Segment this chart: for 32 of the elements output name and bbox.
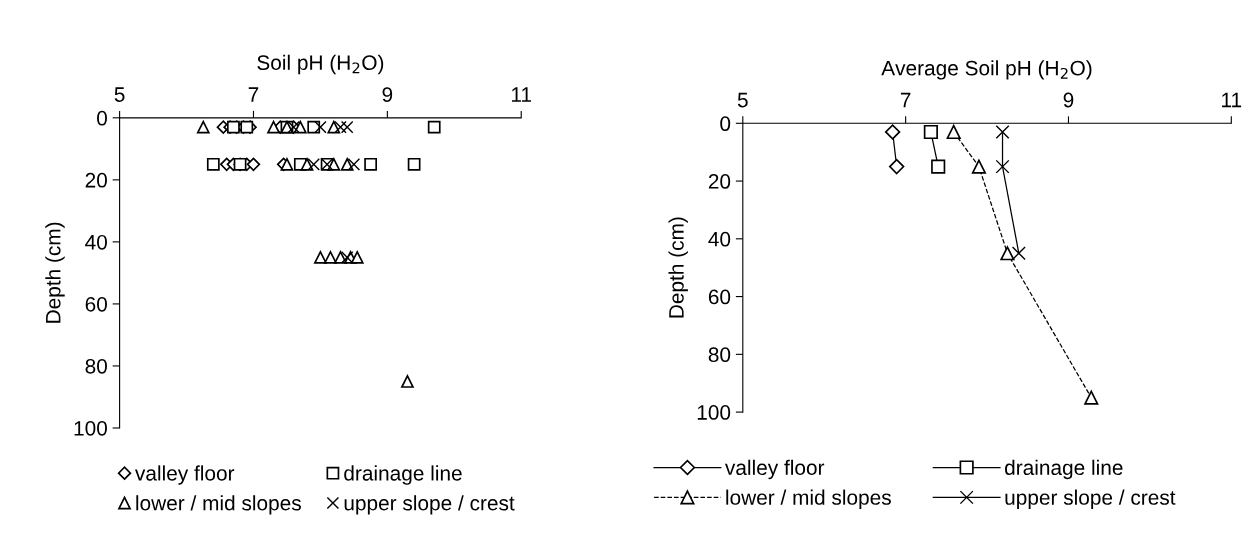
legend-label: valley floor [135,465,235,485]
y-tick-label: 80 [708,347,731,363]
x-tick-label: 11 [1222,92,1242,108]
legend-label: drainage line [1005,459,1123,480]
y-tick-label: 20 [85,172,107,188]
x-axis-title: Average Soil pH (H$_{2}$O) [881,60,1092,80]
x-tick-label: 5 [114,87,125,102]
y-tick-label: 60 [708,289,731,305]
legend-label: drainage line [344,465,462,485]
x-tick-label: 9 [1063,92,1074,108]
x-tick-label: 5 [737,92,748,108]
y-tick-label: 0 [720,116,731,132]
y-tick-label: 60 [85,296,107,312]
x-tick-label: 7 [900,92,911,108]
y-axis-title: Depth (cm) [668,217,688,318]
x-tick-label: 7 [248,87,259,102]
legend-label: upper slope / crest [1005,489,1176,509]
legend-label: lower / mid slopes [136,495,301,515]
y-axis-title: Depth (cm) [45,222,65,323]
y-tick-label: 100 [74,420,107,436]
y-tick-label: 20 [708,174,731,189]
x-tick-label: 9 [382,87,393,102]
legend-label: valley floor [725,459,825,480]
y-tick-label: 40 [708,231,731,247]
y-tick-label: 80 [85,358,107,374]
x-axis-title: Soil pH (H$_{2}$O) [257,54,384,75]
legend-label: lower / mid slopes [726,489,891,509]
y-tick-label: 100 [697,405,731,420]
x-tick-label: 11 [512,87,532,102]
legend-label: upper slope / crest [344,495,515,515]
y-tick-label: 0 [97,110,107,126]
y-tick-label: 40 [85,234,107,250]
